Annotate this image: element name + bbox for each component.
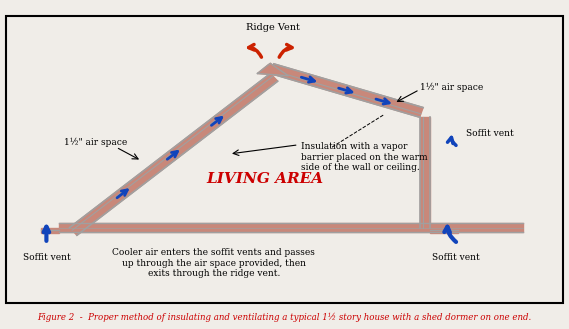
Polygon shape — [69, 73, 278, 235]
Text: Figure 2  -  Proper method of insulating and ventilating a typical 1½ story hous: Figure 2 - Proper method of insulating a… — [38, 313, 531, 322]
Text: LIVING AREA: LIVING AREA — [207, 172, 324, 186]
Text: 1½" air space: 1½" air space — [64, 138, 127, 147]
Text: Insulation with a vapor
barrier placed on the warm
side of the wall or ceiling.: Insulation with a vapor barrier placed o… — [301, 142, 428, 172]
Polygon shape — [257, 63, 288, 76]
Polygon shape — [419, 117, 430, 228]
Polygon shape — [270, 64, 423, 117]
Text: Soffit vent: Soffit vent — [466, 129, 514, 138]
Text: Soffit vent: Soffit vent — [23, 253, 71, 262]
Text: Ridge Vent: Ridge Vent — [246, 23, 300, 32]
Polygon shape — [430, 228, 458, 233]
Text: Soffit vent: Soffit vent — [432, 253, 480, 262]
Text: 1½" air space: 1½" air space — [419, 83, 483, 92]
Polygon shape — [42, 228, 59, 233]
Text: Cooler air enters the soffit vents and passes
up through the air space provided,: Cooler air enters the soffit vents and p… — [112, 248, 315, 278]
